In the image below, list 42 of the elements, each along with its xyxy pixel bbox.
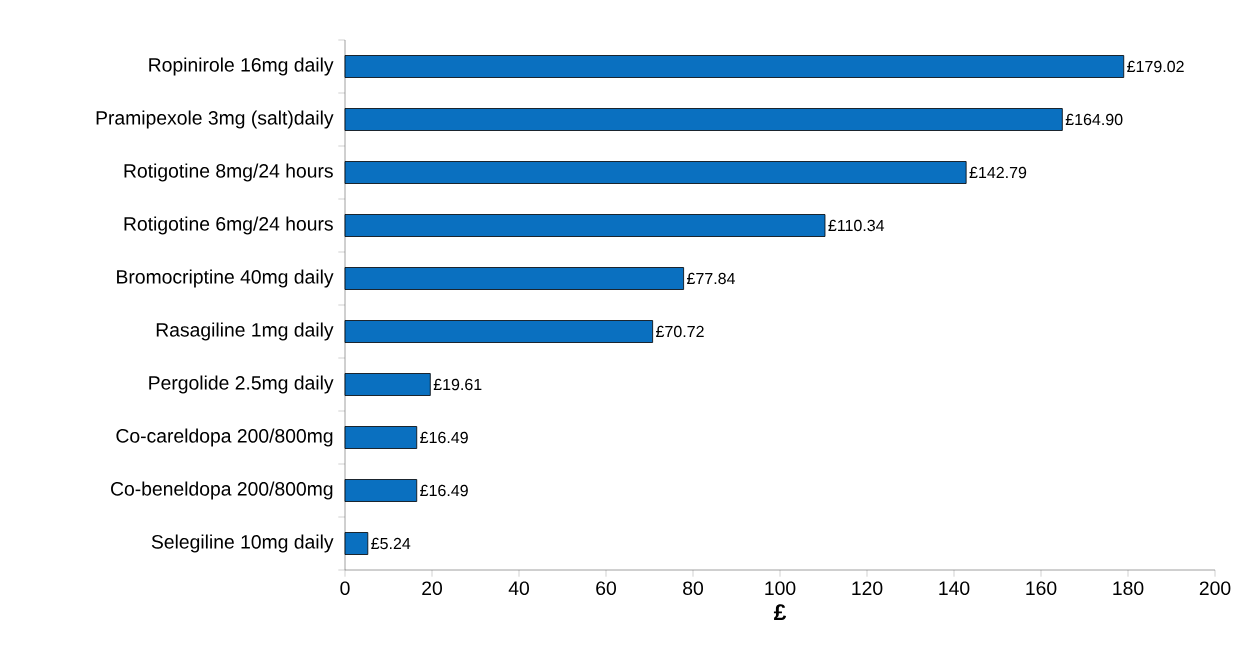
x-tick-label: 40 (508, 581, 529, 596)
x-tick-label: 80 (683, 581, 703, 596)
bar (344, 320, 654, 343)
data-label: £5.24 (371, 537, 411, 550)
data-label: £110.34 (828, 219, 885, 232)
x-tick-label: 60 (596, 581, 616, 596)
x-tick-label: 140 (939, 581, 970, 596)
y-tick-label: Co-careldopa 200/800mg (116, 428, 333, 447)
data-label: £179.02 (1127, 60, 1184, 73)
bar (344, 214, 826, 237)
x-tick-label: 100 (765, 581, 796, 596)
bar (344, 161, 967, 184)
bar (344, 267, 685, 290)
data-label: £142.79 (969, 166, 1027, 179)
data-label: £19.61 (433, 378, 482, 391)
x-tick-label: 180 (1113, 581, 1144, 596)
x-axis-title: £ (773, 604, 787, 621)
data-label: £16.49 (420, 484, 468, 497)
x-tick-label: 20 (422, 581, 442, 596)
x-tick-label: 160 (1026, 581, 1057, 596)
x-tick-label: 120 (852, 581, 883, 596)
y-tick-label: Rotigotine 8mg/24 hours (124, 163, 333, 182)
data-label: £16.49 (420, 431, 468, 444)
y-tick-label: Selegiline 10mg daily (151, 534, 334, 553)
x-tick-label: 0 (340, 581, 350, 596)
x-tick-label: 200 (1199, 581, 1231, 596)
bar (344, 373, 431, 396)
bar (344, 55, 1125, 78)
y-tick-label: Rotigotine 6mg/24 hours (124, 216, 333, 235)
y-tick-label: Pergolide 2.5mg daily (149, 375, 334, 394)
bar (344, 479, 418, 502)
data-label: £164.90 (1065, 113, 1123, 126)
data-label: £77.84 (687, 272, 735, 285)
y-tick-label: Pramipexole 3mg (salt)daily (96, 110, 334, 129)
y-tick-label: Rasagiline 1mg daily (156, 322, 334, 341)
bar (344, 426, 418, 449)
y-tick-label: Ropinirole 16mg daily (149, 57, 334, 76)
bar (344, 532, 369, 555)
bar (344, 108, 1063, 131)
y-tick-label: Co-beneldopa 200/800mg (111, 481, 333, 500)
y-tick-label: Bromocriptine 40mg daily (117, 269, 334, 288)
data-label: £70.72 (656, 325, 704, 338)
